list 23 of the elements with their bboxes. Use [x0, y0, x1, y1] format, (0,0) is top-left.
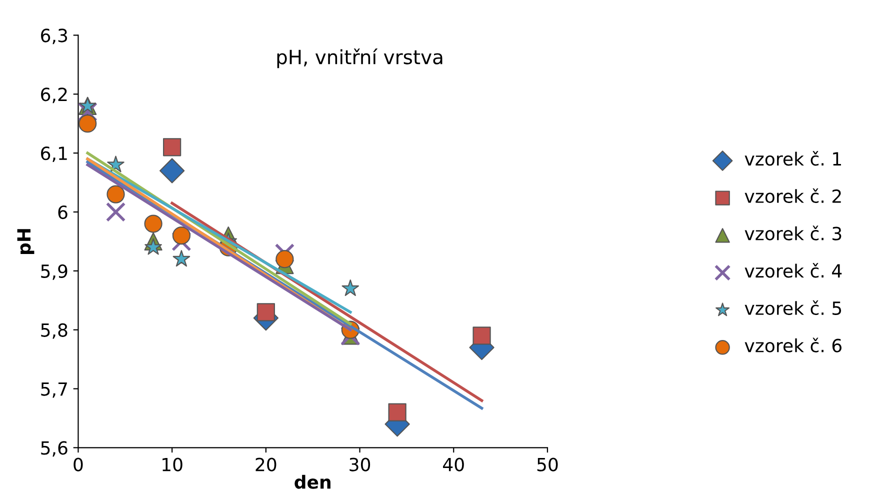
legend-label: vzorek č. 1	[744, 151, 841, 166]
x-tick-label: 30	[350, 458, 370, 472]
x-tick-label: 20	[256, 458, 276, 472]
x-tick-label: 10	[162, 458, 182, 472]
y-tick-label: 5,6	[41, 441, 68, 457]
legend-label: vzorek č. 5	[744, 300, 842, 316]
y-tick-label: 6,3	[41, 28, 68, 44]
y-tick-label: 5,7	[41, 382, 67, 398]
y-tick-label: 5,9	[41, 264, 68, 280]
legend-label: vzorek č. 6	[744, 338, 842, 352]
legend-label: vzorek č. 2	[744, 188, 841, 204]
x-axis-title: den	[294, 474, 330, 489]
y-tick-label: 6,1	[41, 146, 67, 162]
y-axis-title: pH	[17, 229, 34, 254]
text: pH, vnitřní vrstva	[277, 48, 442, 68]
legend-label: vzorek č. 4	[744, 263, 842, 278]
y-tick-label: 6	[58, 205, 68, 220]
x-tick-label: 40	[443, 458, 464, 472]
x-tick-label: 50	[537, 458, 558, 472]
legend-label: vzorek č. 3	[744, 226, 842, 240]
y-tick-label: 6,2	[41, 88, 67, 104]
y-tick-label: 5,8	[41, 323, 68, 339]
x-tick-label: 0	[74, 458, 83, 472]
